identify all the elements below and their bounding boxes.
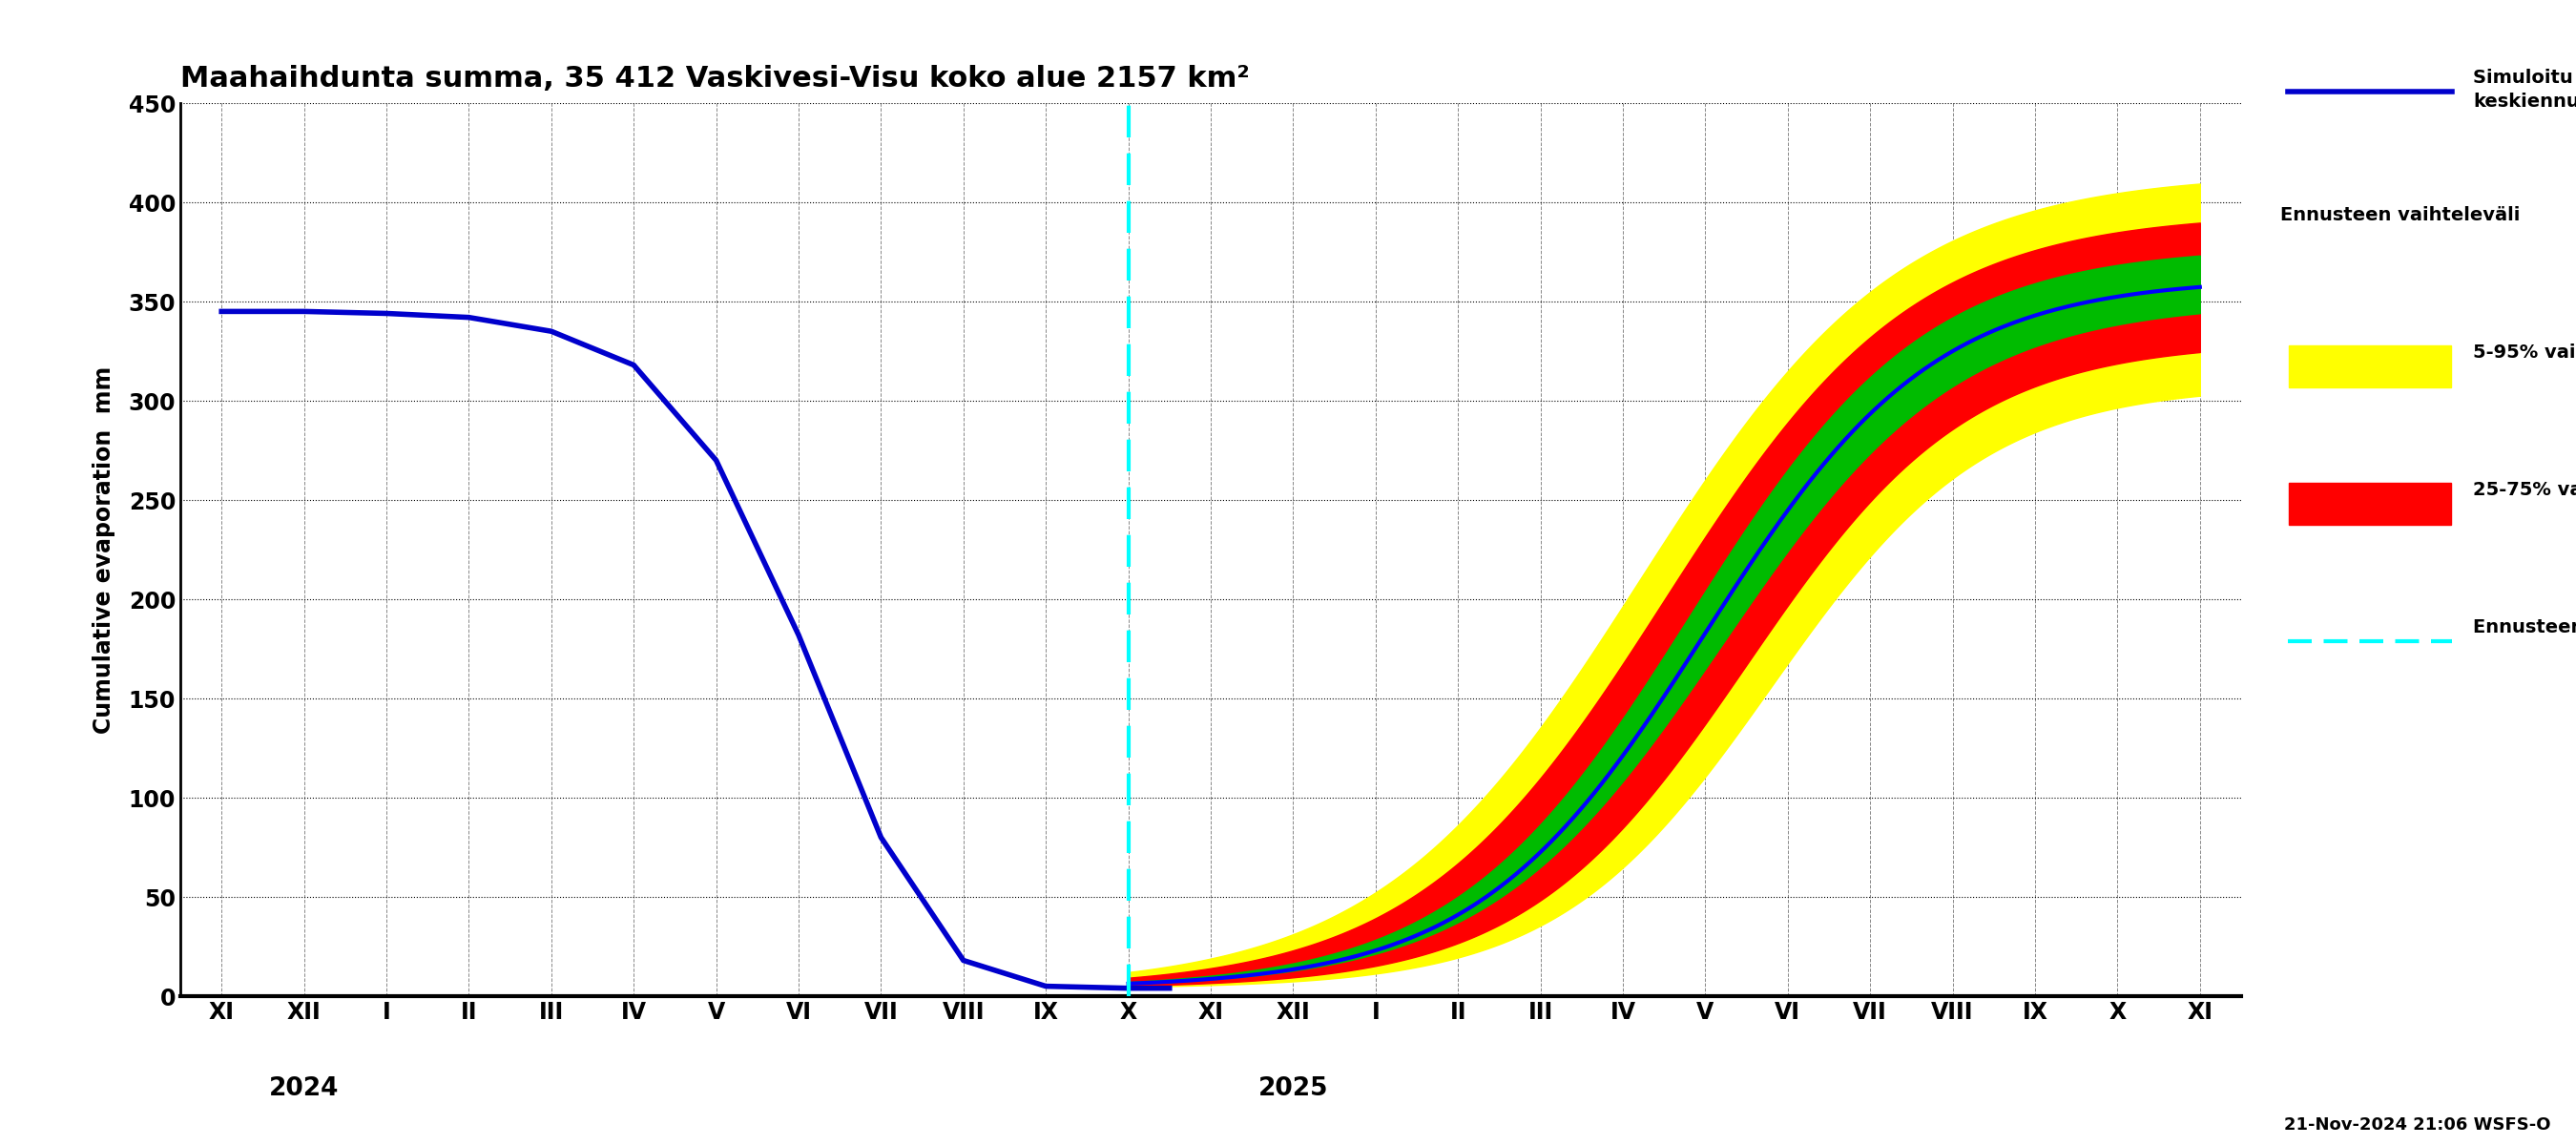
Text: 25-75% vaihteleväli: 25-75% vaihteleväli: [2473, 481, 2576, 499]
Text: Maahaihdunta summa, 35 412 Vaskivesi-Visu koko alue 2157 km²: Maahaihdunta summa, 35 412 Vaskivesi-Vis…: [180, 65, 1249, 93]
Text: Simuloitu historia ja
keskiennuste: Simuloitu historia ja keskiennuste: [2473, 69, 2576, 111]
Y-axis label: Cumulative evaporation  mm: Cumulative evaporation mm: [93, 365, 116, 734]
Text: Ennusteen vaihteleväli: Ennusteen vaihteleväli: [2280, 206, 2519, 224]
Text: 2024: 2024: [268, 1076, 340, 1101]
Text: 2025: 2025: [1257, 1076, 1329, 1101]
Text: 5-95% vaihteleväli: 5-95% vaihteleväli: [2473, 344, 2576, 362]
Text: 21-Nov-2024 21:06 WSFS-O: 21-Nov-2024 21:06 WSFS-O: [2282, 1116, 2550, 1134]
Text: Ennusteen alku: Ennusteen alku: [2473, 618, 2576, 637]
